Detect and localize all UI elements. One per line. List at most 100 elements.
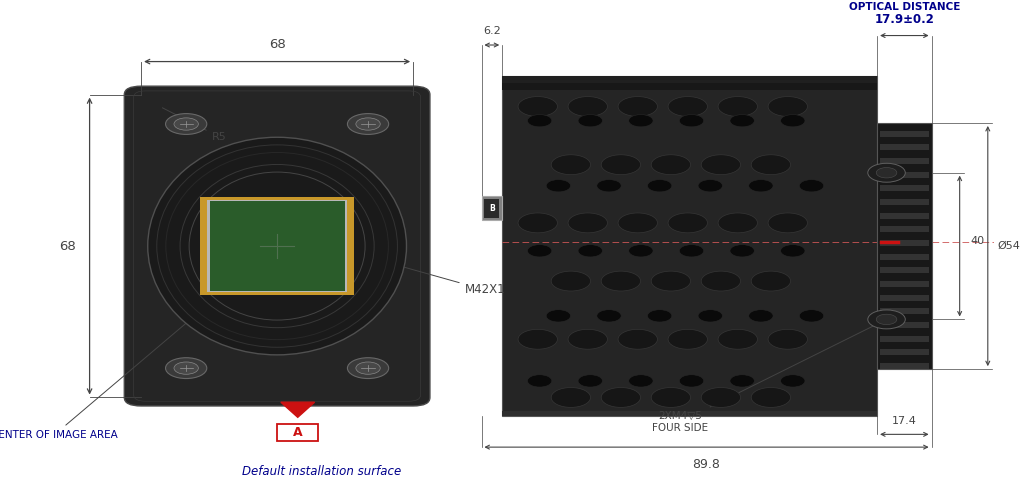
Bar	[484, 199, 499, 218]
Circle shape	[551, 155, 590, 175]
Circle shape	[618, 329, 658, 349]
Circle shape	[751, 388, 790, 408]
Circle shape	[568, 97, 607, 117]
Bar	[880, 308, 929, 315]
Text: 17.4: 17.4	[892, 416, 917, 426]
Bar	[880, 199, 929, 205]
Bar	[880, 240, 929, 246]
Ellipse shape	[148, 137, 406, 355]
Circle shape	[781, 375, 805, 387]
Circle shape	[701, 271, 740, 291]
Circle shape	[651, 388, 690, 408]
Circle shape	[528, 375, 551, 387]
Circle shape	[347, 114, 389, 135]
Circle shape	[868, 163, 906, 182]
Circle shape	[647, 180, 672, 192]
Circle shape	[876, 167, 896, 178]
Circle shape	[578, 115, 602, 127]
Circle shape	[748, 310, 773, 322]
Circle shape	[546, 180, 571, 192]
Bar	[880, 145, 929, 151]
Circle shape	[718, 329, 758, 349]
Bar	[880, 254, 929, 260]
Text: 89.8: 89.8	[692, 457, 721, 470]
Circle shape	[629, 115, 653, 127]
Bar	[209, 201, 345, 291]
Circle shape	[730, 115, 755, 127]
Circle shape	[748, 180, 773, 192]
Circle shape	[799, 310, 824, 322]
Bar	[502, 411, 877, 416]
Circle shape	[597, 310, 621, 322]
Text: 40: 40	[971, 236, 985, 246]
Circle shape	[651, 155, 690, 175]
Circle shape	[356, 118, 380, 130]
Circle shape	[647, 310, 672, 322]
Circle shape	[518, 97, 557, 117]
Circle shape	[651, 271, 690, 291]
Circle shape	[601, 388, 640, 408]
Circle shape	[629, 375, 653, 387]
Bar	[880, 227, 929, 232]
Circle shape	[165, 358, 207, 378]
Text: 68: 68	[59, 240, 76, 253]
Circle shape	[701, 388, 740, 408]
Bar	[207, 200, 347, 292]
Circle shape	[528, 244, 551, 257]
Circle shape	[601, 271, 640, 291]
Bar	[880, 322, 929, 328]
Text: Default installation surface: Default installation surface	[242, 465, 401, 478]
Bar	[482, 197, 502, 220]
Circle shape	[781, 244, 805, 257]
Circle shape	[551, 271, 590, 291]
Circle shape	[618, 213, 658, 233]
Circle shape	[578, 375, 602, 387]
Circle shape	[518, 329, 557, 349]
Circle shape	[799, 180, 824, 192]
Bar	[880, 268, 929, 273]
Bar	[880, 281, 929, 287]
Text: 6.2: 6.2	[483, 26, 500, 35]
Circle shape	[876, 314, 896, 325]
Circle shape	[718, 97, 758, 117]
Circle shape	[698, 310, 723, 322]
Circle shape	[679, 375, 703, 387]
Circle shape	[668, 213, 708, 233]
Circle shape	[578, 244, 602, 257]
FancyBboxPatch shape	[277, 424, 319, 441]
Text: 17.9±0.2: 17.9±0.2	[874, 13, 934, 26]
Text: M42X1: M42X1	[390, 263, 505, 296]
Bar	[200, 197, 354, 295]
Bar	[880, 158, 929, 164]
Text: 68: 68	[269, 38, 286, 51]
Circle shape	[781, 115, 805, 127]
Circle shape	[668, 97, 708, 117]
Circle shape	[551, 388, 590, 408]
Circle shape	[668, 329, 708, 349]
Circle shape	[528, 115, 551, 127]
Bar	[880, 295, 929, 301]
Text: OPTICAL DISTANCE: OPTICAL DISTANCE	[848, 2, 960, 12]
Text: A: A	[293, 426, 302, 439]
Bar	[880, 363, 929, 369]
Circle shape	[718, 213, 758, 233]
Circle shape	[768, 329, 808, 349]
Text: 2XM4▽5
FOUR SIDE: 2XM4▽5 FOUR SIDE	[652, 320, 884, 433]
Circle shape	[568, 329, 607, 349]
Circle shape	[601, 155, 640, 175]
Circle shape	[165, 114, 207, 135]
Circle shape	[768, 97, 808, 117]
Bar	[880, 349, 929, 355]
Circle shape	[618, 97, 658, 117]
Polygon shape	[281, 402, 314, 417]
Bar	[502, 76, 877, 83]
Circle shape	[751, 271, 790, 291]
Circle shape	[679, 244, 703, 257]
Circle shape	[751, 155, 790, 175]
Text: B: B	[489, 204, 495, 213]
Circle shape	[518, 213, 557, 233]
Circle shape	[174, 118, 198, 130]
Text: R5: R5	[162, 108, 227, 142]
FancyBboxPatch shape	[125, 86, 430, 406]
Bar	[880, 131, 929, 137]
